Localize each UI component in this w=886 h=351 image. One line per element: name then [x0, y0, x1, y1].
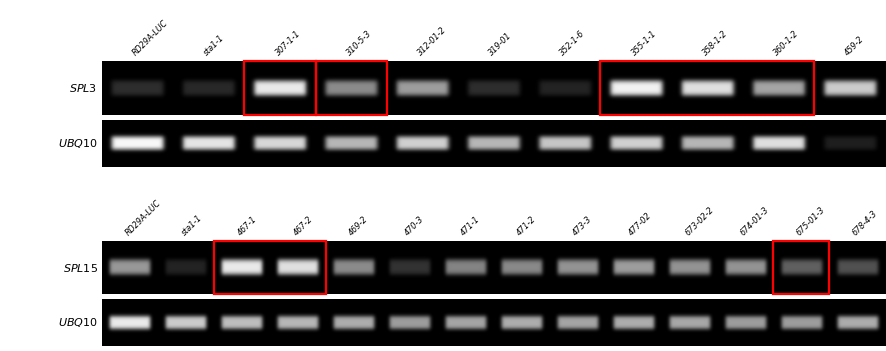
Text: RD29A-LUC: RD29A-LUC	[131, 18, 170, 57]
Text: 467-1: 467-1	[236, 214, 258, 237]
Text: 673-02-2: 673-02-2	[682, 205, 714, 237]
Text: $\mathit{UBQ10}$: $\mathit{UBQ10}$	[58, 316, 97, 329]
Text: sta1-1: sta1-1	[202, 33, 227, 57]
Text: $\mathit{UBQ10}$: $\mathit{UBQ10}$	[58, 137, 97, 150]
Text: 470-3: 470-3	[403, 214, 426, 237]
Text: 675-01-3: 675-01-3	[794, 205, 826, 237]
Text: $\mathit{SPL3}$: $\mathit{SPL3}$	[69, 82, 97, 94]
Text: 307-1-1: 307-1-1	[274, 29, 302, 57]
Text: 310-5-3: 310-5-3	[345, 29, 373, 57]
Text: 358-1-2: 358-1-2	[700, 29, 728, 57]
Text: 469-2: 469-2	[347, 214, 369, 237]
Text: 319-01: 319-01	[486, 31, 513, 57]
Text: 352-1-6: 352-1-6	[558, 29, 587, 57]
Text: 355-1-1: 355-1-1	[629, 29, 657, 57]
Text: sta1-1: sta1-1	[179, 213, 204, 237]
Text: 471-1: 471-1	[459, 214, 482, 237]
Text: 360-1-2: 360-1-2	[771, 29, 800, 57]
Text: 473-3: 473-3	[571, 214, 594, 237]
Text: 467-2: 467-2	[291, 214, 314, 237]
Text: $\mathit{SPL15}$: $\mathit{SPL15}$	[62, 261, 97, 273]
Text: 312-01-2: 312-01-2	[416, 25, 447, 57]
Text: RD29A-LUC: RD29A-LUC	[123, 198, 162, 237]
Text: 477-02: 477-02	[626, 211, 653, 237]
Text: 678-4-3: 678-4-3	[850, 209, 878, 237]
Text: 459-2: 459-2	[843, 34, 865, 57]
Text: 674-01-3: 674-01-3	[738, 205, 770, 237]
Text: 471-2: 471-2	[515, 214, 538, 237]
